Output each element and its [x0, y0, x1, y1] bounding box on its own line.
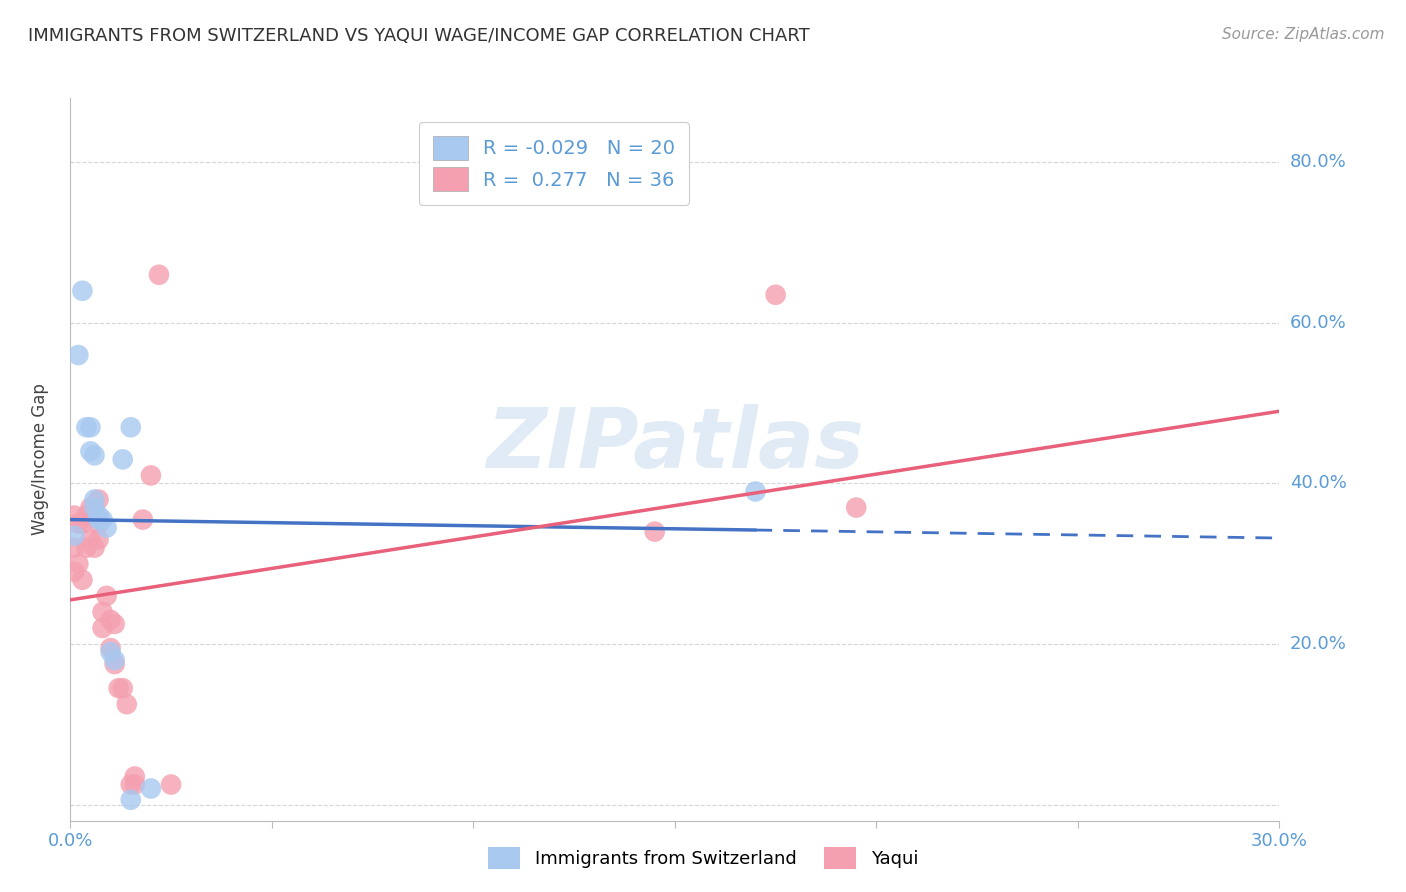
Point	[100, 613, 122, 627]
Point	[115, 698, 138, 712]
Point	[87, 533, 110, 547]
Text: 20.0%: 20.0%	[1289, 635, 1347, 653]
Point	[644, 524, 666, 539]
Point	[100, 645, 122, 659]
Point	[100, 640, 122, 655]
Point	[104, 657, 127, 672]
Point	[139, 781, 162, 796]
Point	[107, 681, 129, 696]
Text: IMMIGRANTS FROM SWITZERLAND VS YAQUI WAGE/INCOME GAP CORRELATION CHART: IMMIGRANTS FROM SWITZERLAND VS YAQUI WAG…	[28, 27, 810, 45]
Point	[139, 468, 162, 483]
Point	[63, 541, 86, 555]
Point	[67, 557, 90, 571]
Point	[83, 500, 105, 515]
Point	[63, 508, 86, 523]
Point	[63, 565, 86, 579]
Point	[148, 268, 170, 282]
Point	[104, 617, 127, 632]
Point	[91, 621, 114, 635]
Point	[72, 284, 94, 298]
Point	[91, 605, 114, 619]
Point	[79, 420, 101, 434]
Point	[79, 500, 101, 515]
Point	[124, 769, 146, 784]
Point	[87, 516, 110, 531]
Point	[87, 492, 110, 507]
Text: 60.0%: 60.0%	[1289, 314, 1347, 332]
Y-axis label: Wage/Income Gap: Wage/Income Gap	[31, 384, 49, 535]
Text: 40.0%: 40.0%	[1289, 475, 1347, 492]
Point	[75, 508, 97, 523]
Point	[72, 516, 94, 531]
Point	[104, 653, 127, 667]
Point	[79, 533, 101, 547]
Text: ZIPatlas: ZIPatlas	[486, 404, 863, 485]
Text: Source: ZipAtlas.com: Source: ZipAtlas.com	[1222, 27, 1385, 42]
Point	[120, 793, 142, 807]
Point	[83, 541, 105, 555]
Point	[111, 681, 134, 696]
Point	[160, 778, 183, 792]
Point	[96, 589, 118, 603]
Point	[765, 287, 787, 301]
Point	[83, 500, 105, 515]
Point	[87, 508, 110, 523]
Legend: Immigrants from Switzerland, Yaqui: Immigrants from Switzerland, Yaqui	[479, 838, 927, 879]
Point	[124, 778, 146, 792]
Text: 80.0%: 80.0%	[1289, 153, 1347, 171]
Legend: R = -0.029   N = 20, R =  0.277   N = 36: R = -0.029 N = 20, R = 0.277 N = 36	[419, 122, 689, 205]
Point	[63, 528, 86, 542]
Point	[72, 573, 94, 587]
Point	[91, 512, 114, 526]
Point	[83, 448, 105, 462]
Point	[75, 420, 97, 434]
Point	[120, 420, 142, 434]
Point	[744, 484, 766, 499]
Point	[83, 492, 105, 507]
Point	[87, 512, 110, 526]
Point	[67, 516, 90, 531]
Point	[96, 521, 118, 535]
Point	[111, 452, 134, 467]
Point	[79, 444, 101, 458]
Point	[845, 500, 868, 515]
Point	[132, 512, 155, 526]
Point	[120, 778, 142, 792]
Point	[67, 348, 90, 362]
Point	[75, 541, 97, 555]
